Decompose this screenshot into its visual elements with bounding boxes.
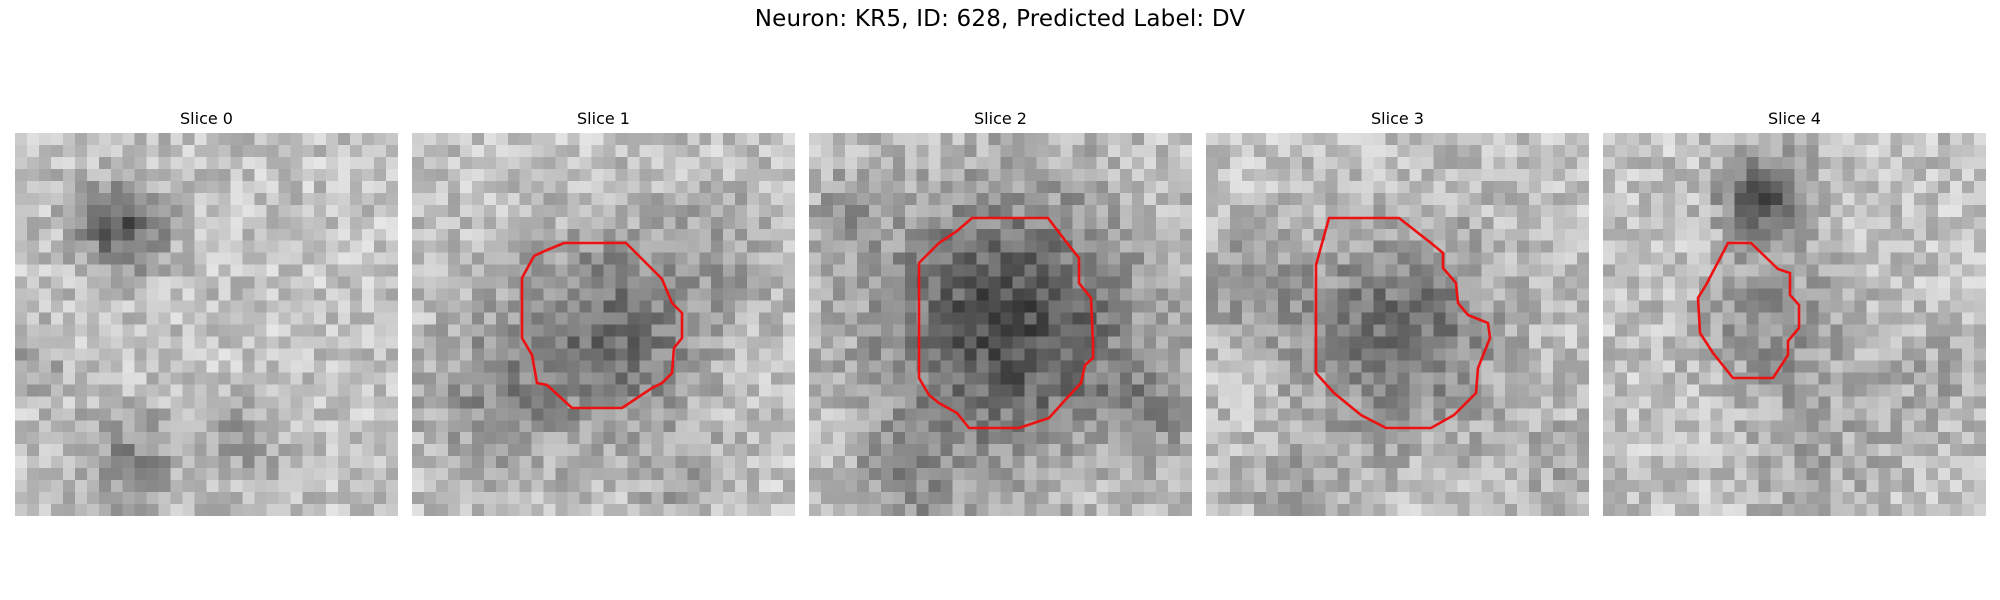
roi-outline-layer: [917, 216, 1095, 430]
grayscale-patch: [809, 133, 1192, 516]
slice-panel-1: Slice 1: [412, 108, 795, 516]
roi-outline-layer: [1696, 241, 1801, 380]
slice-image: [809, 133, 1192, 516]
slice-title: Slice 1: [577, 109, 630, 128]
slice-image: [1603, 133, 1986, 516]
roi-outline-layer: [520, 241, 684, 410]
grayscale-patch: [15, 133, 398, 516]
roi-outline-layer: [1314, 216, 1492, 430]
roi-outline: [520, 241, 684, 410]
slice-title: Slice 2: [974, 109, 1027, 128]
roi-outline: [1696, 241, 1801, 380]
slice-panel-3: Slice 3: [1206, 108, 1589, 516]
grayscale-patch: [1603, 133, 1986, 516]
roi-outline-layer: [15, 133, 398, 516]
slice-panel-4: Slice 4: [1603, 108, 1986, 516]
slice-image: [412, 133, 795, 516]
slice-title: Slice 0: [180, 109, 233, 128]
slice-title: Slice 3: [1371, 109, 1424, 128]
grayscale-patch: [1206, 133, 1589, 516]
slice-title: Slice 4: [1768, 109, 1821, 128]
grayscale-patch: [412, 133, 795, 516]
figure-title: Neuron: KR5, ID: 628, Predicted Label: D…: [754, 6, 1246, 32]
roi-outline: [917, 216, 1095, 430]
roi-outline: [1314, 216, 1492, 430]
slice-panel-2: Slice 2: [809, 108, 1192, 516]
slice-image: [15, 133, 398, 516]
slice-panel-0: Slice 0: [15, 108, 398, 516]
slice-image: [1206, 133, 1589, 516]
